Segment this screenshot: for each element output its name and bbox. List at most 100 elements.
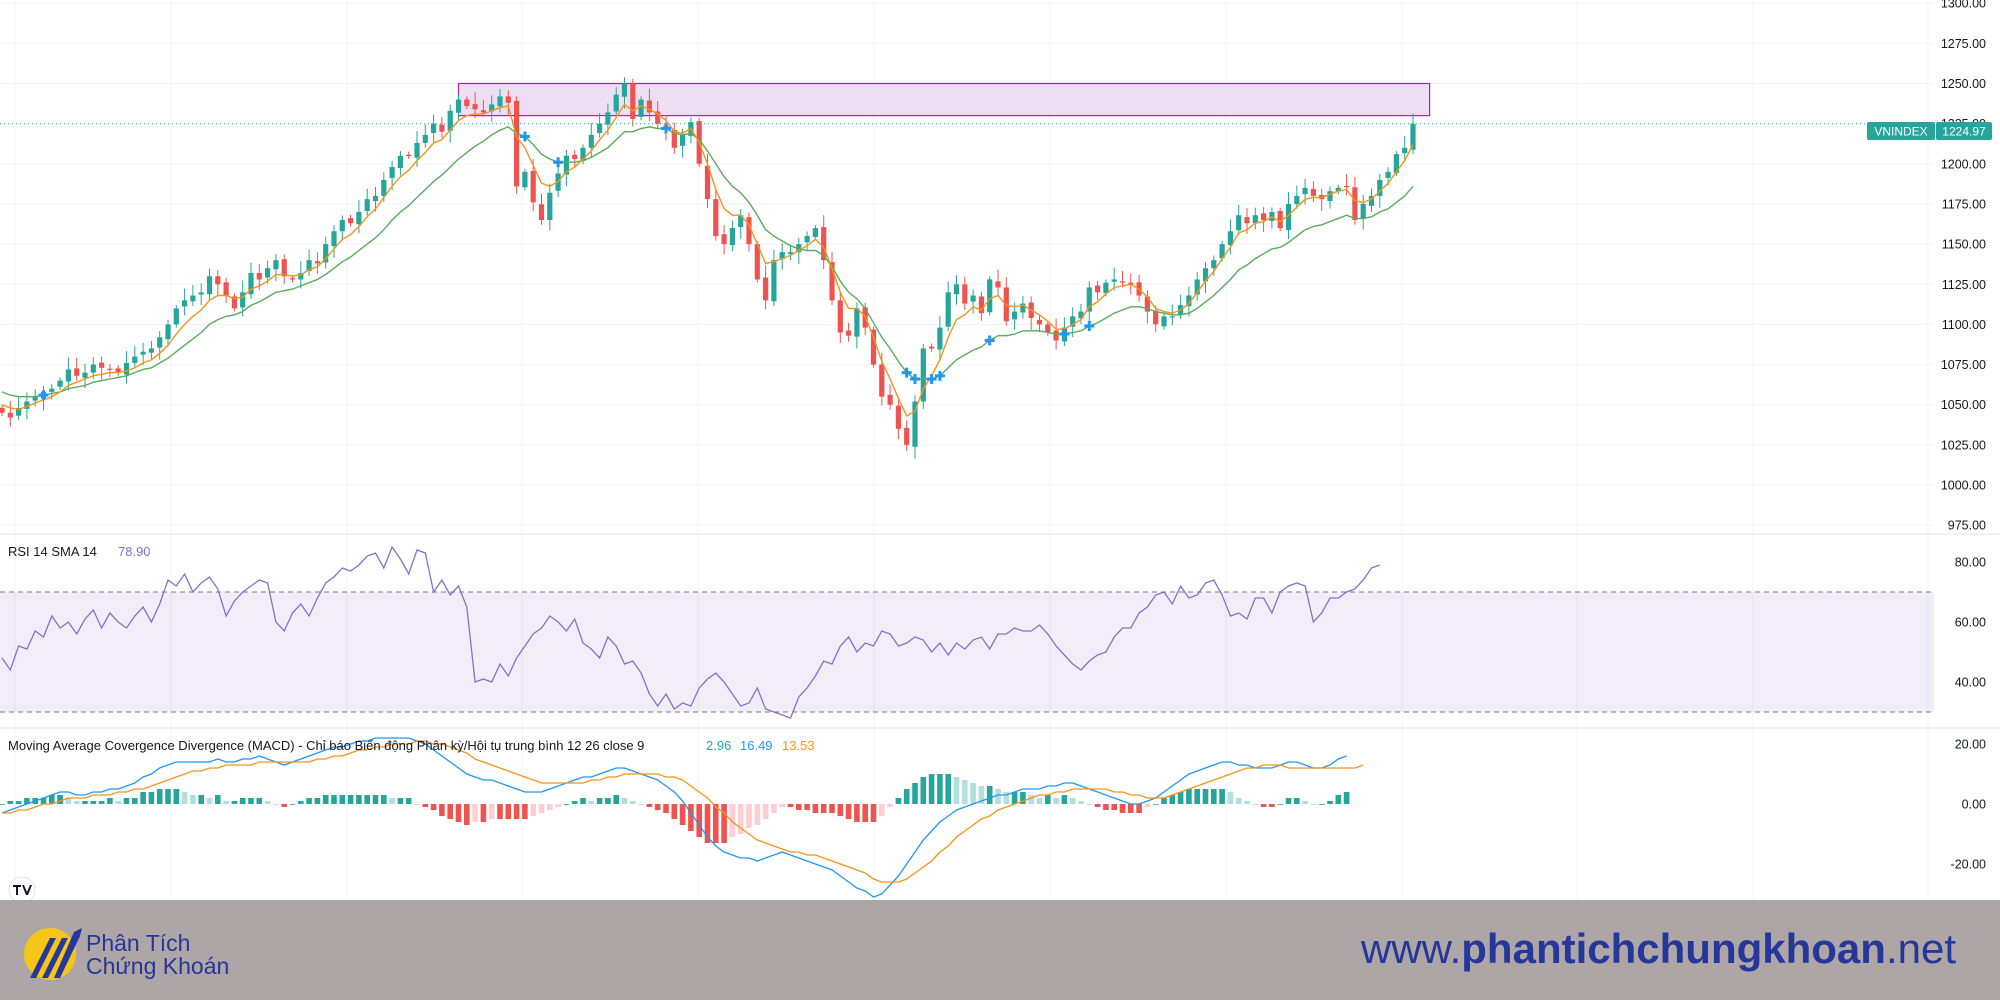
candle-body	[846, 330, 852, 336]
candle-body	[140, 351, 146, 355]
symbol-label: VNINDEX	[1874, 125, 1927, 139]
rsi-title: RSI 14 SMA 14	[8, 544, 97, 559]
rsi-axis[interactable]: 80.00 60.00 40.00	[1955, 556, 1986, 690]
histogram-bar	[646, 804, 653, 807]
rsi-pane[interactable]: RSI 14 SMA 14 78.90	[0, 544, 1934, 719]
candle-body	[904, 427, 910, 445]
histogram-bar	[298, 801, 304, 804]
histogram-bar	[654, 804, 661, 810]
cross-marker-icon	[984, 335, 995, 346]
histogram-bar	[1045, 795, 1051, 804]
histogram-bar	[273, 804, 279, 805]
candle-body	[24, 401, 30, 409]
candle-body	[522, 171, 528, 188]
candle-body	[389, 167, 395, 178]
candle-body	[190, 295, 196, 302]
candle-body	[1103, 282, 1109, 294]
candle-body	[729, 228, 735, 246]
histogram-bar	[713, 804, 719, 843]
histogram-bar	[630, 801, 636, 804]
histogram-bar	[256, 798, 263, 804]
candle-body	[107, 368, 113, 370]
histogram-bar	[1310, 804, 1317, 805]
candle-body	[779, 252, 785, 260]
histogram-bar	[754, 804, 761, 825]
candle-body	[1070, 316, 1076, 327]
candle-body	[314, 261, 320, 264]
histogram-bar	[912, 783, 918, 804]
candle-body	[1410, 123, 1416, 150]
histogram-bar	[1036, 798, 1043, 804]
candle-body	[1144, 296, 1150, 312]
histogram-bar	[7, 801, 14, 804]
histogram-bar	[804, 804, 810, 810]
candle-body	[1186, 295, 1192, 307]
cross-marker-icon	[38, 390, 49, 401]
histogram-bar	[862, 804, 868, 822]
candle-body	[497, 96, 503, 107]
axis-tick-label: 80.00	[1955, 556, 1986, 570]
histogram-bar	[1028, 795, 1034, 804]
candle-body	[530, 170, 536, 203]
cross-marker-icon	[910, 374, 920, 385]
histogram-bar	[306, 798, 312, 804]
macd-pane[interactable]: Moving Average Covergence Divergence (MA…	[0, 737, 1364, 898]
footer-banner: Phân Tích Chứng Khoán www.phantichchungk…	[0, 900, 2000, 1000]
histogram-bar	[472, 804, 478, 822]
price-pane[interactable]	[0, 77, 1866, 459]
candle-body	[621, 83, 628, 97]
macd-value: 16.49	[740, 738, 773, 753]
histogram-bar	[90, 801, 97, 804]
candle-body	[215, 276, 221, 285]
histogram-bar	[945, 774, 951, 804]
candle-body	[356, 212, 362, 225]
histogram-bar	[1219, 789, 1225, 804]
histogram-bar	[671, 804, 678, 819]
histogram-bar	[737, 804, 744, 834]
histogram-bar	[156, 789, 163, 804]
candle-body	[240, 292, 246, 308]
histogram-bar	[1078, 801, 1084, 804]
histogram-bar	[15, 801, 22, 804]
candle-body	[1219, 244, 1225, 259]
tradingview-logo-icon[interactable]	[8, 876, 36, 900]
candle-body	[1078, 311, 1084, 319]
trading-chart[interactable]: 1300.001275.001250.001225.001200.001175.…	[0, 0, 2000, 900]
axis-tick-label: 1025.00	[1941, 438, 1986, 452]
histogram-bar	[596, 798, 603, 804]
candle-body	[157, 337, 163, 348]
histogram-bar	[928, 774, 935, 804]
website-url[interactable]: www.phantichchungkhoan.net	[1361, 926, 1956, 972]
histogram-bar	[820, 804, 827, 813]
candle-body	[132, 356, 138, 363]
histogram-bar	[1119, 804, 1126, 813]
macd-hist-value: 2.96	[706, 738, 731, 753]
histogram-bar	[895, 798, 902, 804]
candle-body	[231, 296, 237, 309]
candle-body	[1261, 213, 1267, 221]
axis-tick-label: 1200.00	[1941, 157, 1986, 171]
candle-body	[929, 346, 935, 349]
histogram-bar	[1269, 804, 1275, 807]
candle-body	[455, 99, 462, 113]
candle-body	[763, 277, 769, 301]
candle-body	[771, 260, 777, 302]
histogram-bar	[165, 789, 171, 804]
histogram-bar	[439, 804, 445, 816]
histogram-bar	[787, 804, 794, 807]
candle-body	[995, 281, 1001, 288]
candle-body	[1161, 316, 1167, 327]
macd-axis[interactable]: 20.00 0.00 -20.00	[1951, 738, 1987, 872]
symbol-badge	[1867, 122, 1935, 140]
candle-body	[381, 179, 387, 196]
price-axis[interactable]: 1300.001275.001250.001225.001200.001175.…	[1941, 0, 1986, 533]
candle-body	[422, 134, 428, 143]
histogram-bar	[206, 798, 213, 804]
histogram-bar	[24, 798, 30, 804]
candle-body	[738, 215, 744, 228]
histogram-bar	[356, 795, 362, 804]
candle-body	[1202, 268, 1209, 282]
candle-body	[1402, 147, 1408, 154]
candle-body	[256, 273, 262, 280]
histogram-bar	[796, 804, 802, 810]
